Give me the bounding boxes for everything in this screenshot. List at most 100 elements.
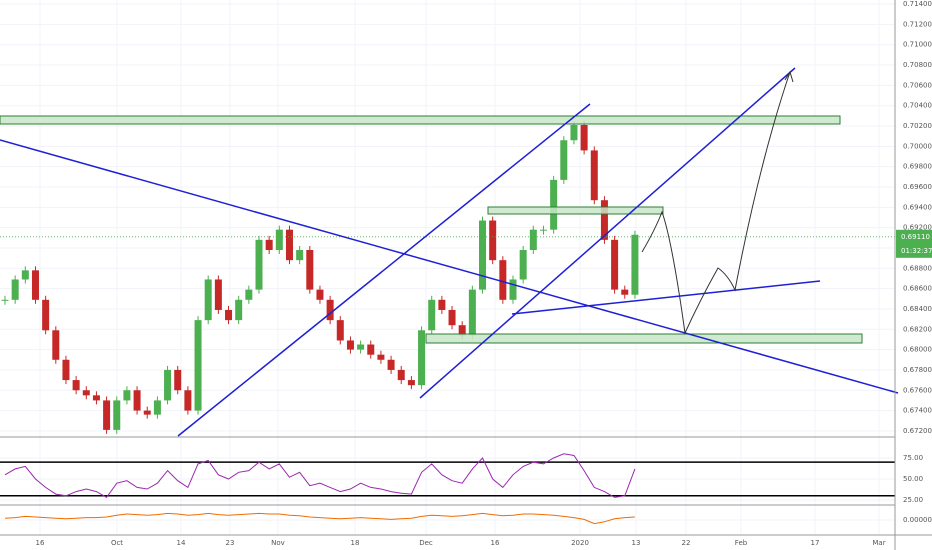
candle [479,220,487,290]
candle [113,400,121,430]
candle [438,299,446,310]
candle [468,289,476,336]
candle [458,325,466,336]
candle [631,234,639,295]
candle [164,369,172,401]
y-tick-label: 0.68600 [903,285,932,293]
candle [143,410,151,415]
candle [611,239,619,290]
x-tick-label: Mar [872,539,885,547]
trend-line [0,139,899,394]
y-tick-label: 0.71200 [903,20,932,28]
x-tick-label: Dec [419,539,433,547]
y-tick-label: 0.69400 [903,203,932,211]
x-tick-label: 2020 [571,539,589,547]
candle [560,140,568,180]
candle [387,359,395,370]
y-tick-label: 0.69800 [903,163,932,171]
x-tick-label: 16 [36,539,45,547]
grid [0,0,895,535]
candle [621,289,629,295]
y-tick-label: 0.67400 [903,407,932,415]
y-tick-label: 0.71000 [903,41,932,49]
candle [72,380,80,391]
arrow-head [784,70,794,83]
projection-path [641,71,791,335]
countdown-label: 01:32:37 [901,247,932,255]
candle [570,125,578,141]
y-tick-label: 0.67200 [903,427,932,435]
candle [367,344,375,355]
candle [296,250,304,261]
y-tick-label: 0.69200 [903,224,932,232]
candle [275,229,283,251]
candle [225,309,233,321]
candle [306,250,314,290]
candle [285,229,293,261]
candle [184,390,192,411]
candle [316,289,324,300]
x-tick-label: 23 [226,539,235,547]
x-tick-label: Oct [111,539,123,547]
y-tick-label: 0.71400 [903,0,932,8]
candle [539,229,547,231]
y-tick-label: 0.70800 [903,61,932,69]
candle [499,260,507,300]
candle [346,340,354,350]
x-tick-label: 22 [682,539,691,547]
candle [418,330,426,386]
y-tick-label: 0.67600 [903,386,932,394]
marks [0,121,895,525]
candle [326,299,334,321]
candle [174,369,182,391]
candle [265,239,273,251]
candle [357,344,365,350]
y-tick-label: 0.68800 [903,264,932,272]
candle [214,279,222,310]
resistance-zone [0,115,841,125]
candle [255,239,263,290]
candle [103,400,111,430]
candle [377,354,385,360]
candle [204,279,212,321]
candle [133,390,141,411]
candle [600,200,608,240]
candle [590,150,598,201]
last-price-label: 0.69110 [901,233,930,241]
y-tick-label: 0.68400 [903,305,932,313]
trend-line [177,103,591,437]
candle [92,395,100,401]
last-price-box [896,229,932,258]
candle [529,229,537,251]
indicator-line [4,453,636,499]
candle [550,179,558,230]
candle [428,299,436,331]
candle [52,330,60,360]
y-tick-label: 0.68200 [903,325,932,333]
x-tick-label: Feb [735,539,748,547]
x-tick-label: 16 [491,539,500,547]
indicator-line [4,512,635,525]
x-tick-label: 13 [632,539,641,547]
candle [489,220,497,261]
candle [194,320,202,411]
y-tick-label: 0.68000 [903,346,932,354]
candle [580,125,588,151]
candle [123,390,131,401]
x-tick-label: Nov [271,539,285,547]
y-tick-label: 0.70200 [903,122,932,130]
y-tick-label: 0.70400 [903,102,932,110]
labels: 16 Oct 14 23 Nov 18 Dec 16 2020 13 22 Feb 17 Mar 0.714… [36,0,932,547]
candle [82,390,90,396]
support-zone [425,333,863,344]
candle [42,299,50,331]
trend-line [511,280,821,315]
y-tick-label: 0.70600 [903,81,932,89]
candle [153,400,161,415]
y-tick-label: 25.00 [903,496,923,504]
candle [1,299,9,301]
candle [448,309,456,326]
y-tick-label: 75.00 [903,454,923,462]
